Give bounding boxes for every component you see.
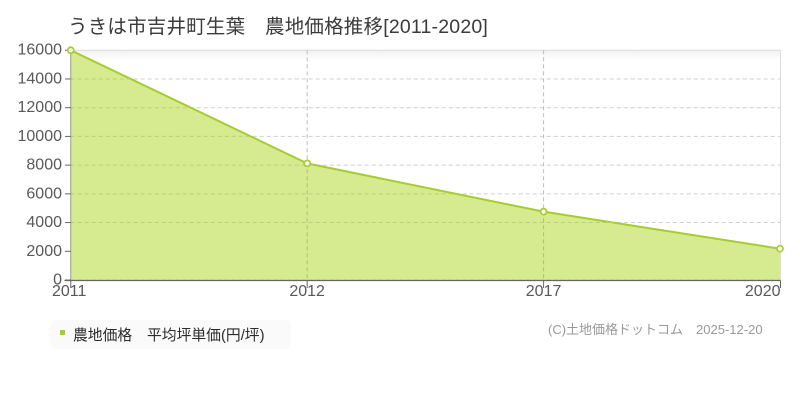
svg-text:14000: 14000 [18, 71, 63, 88]
svg-text:6000: 6000 [26, 185, 62, 202]
svg-text:16000: 16000 [18, 42, 63, 59]
svg-text:2012: 2012 [289, 283, 325, 300]
svg-text:10000: 10000 [18, 128, 63, 145]
svg-text:12000: 12000 [18, 99, 63, 116]
svg-text:4000: 4000 [26, 214, 62, 231]
svg-text:2000: 2000 [26, 243, 62, 260]
svg-text:8000: 8000 [26, 157, 62, 174]
svg-text:2017: 2017 [526, 283, 562, 300]
svg-text:2011: 2011 [52, 283, 87, 300]
svg-text:2020: 2020 [745, 283, 781, 300]
